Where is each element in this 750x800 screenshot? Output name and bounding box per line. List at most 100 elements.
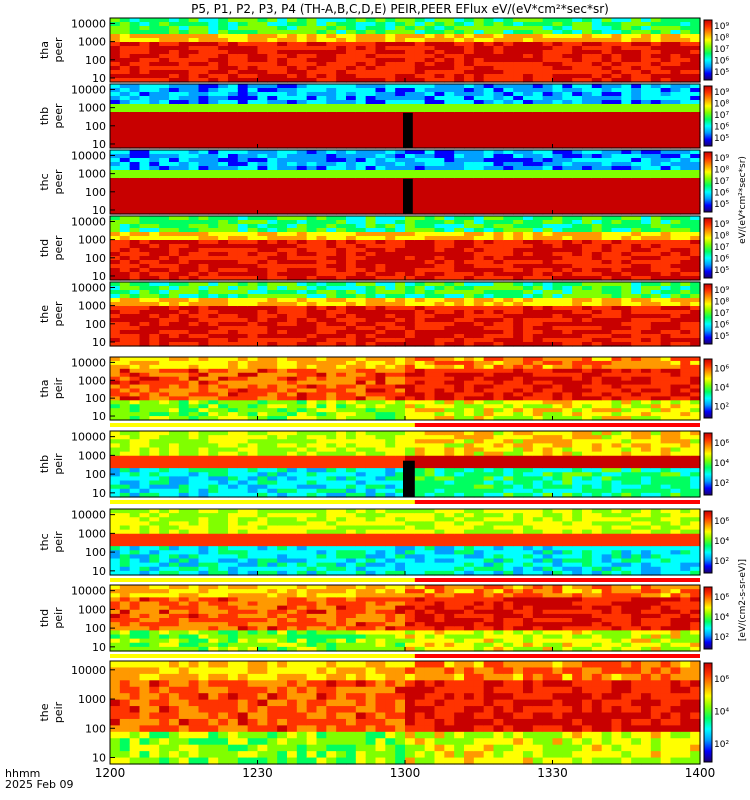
spectrogram-cell — [296, 30, 308, 35]
spectrogram-cell — [375, 182, 386, 187]
spectrogram-cell — [650, 276, 662, 281]
spectrogram-cell — [670, 124, 681, 129]
spectrogram-cell — [513, 310, 524, 315]
spectrogram-cell — [414, 170, 426, 175]
spectrogram-cell — [690, 294, 701, 299]
spectrogram-cell — [208, 282, 219, 287]
spectrogram-cell — [650, 22, 662, 27]
spectrogram-cell — [464, 240, 475, 245]
spectrogram-cell — [611, 108, 622, 113]
spectrogram-cell — [552, 104, 563, 109]
spectrogram-cell — [149, 306, 160, 311]
spectrogram-cell — [365, 150, 377, 155]
spectrogram-cell — [198, 34, 209, 39]
spectrogram-cell — [680, 276, 691, 281]
spectrogram-cell — [375, 38, 386, 43]
spectrogram-cell — [218, 248, 229, 253]
spectrogram-cell — [414, 84, 426, 89]
spectrogram-cell — [532, 18, 544, 23]
spectrogram-cell — [582, 264, 593, 269]
spectrogram-cell — [641, 236, 652, 241]
spectrogram-cell — [129, 166, 141, 171]
spectrogram-cell — [591, 198, 603, 203]
spectrogram-cell — [296, 92, 308, 97]
spectrogram-cell — [169, 182, 180, 187]
spectrogram-cell — [582, 276, 593, 281]
spectrogram-cell — [660, 46, 672, 51]
spectrogram-cell — [257, 252, 268, 257]
spectrogram-cell — [257, 92, 268, 97]
spectrogram-cell — [434, 158, 445, 163]
spectrogram-cell — [650, 50, 662, 55]
spectrogram-cell — [129, 92, 141, 97]
spectrogram-cell — [139, 268, 150, 273]
spectrogram-cell — [405, 74, 416, 79]
spectrogram-cell — [513, 194, 524, 199]
spectrogram-cell — [660, 282, 672, 287]
spectrogram-cell — [247, 202, 259, 207]
spectrogram-cell — [464, 62, 475, 67]
spectrogram-cell — [572, 136, 583, 141]
spectrogram-cell — [129, 314, 141, 319]
spectrogram-cell — [690, 92, 701, 97]
spectrogram-cell — [139, 166, 150, 171]
panel-product-label: peer — [52, 235, 65, 261]
spectrogram-cell — [503, 190, 514, 195]
spectrogram-cell — [355, 232, 367, 237]
spectrogram-cell — [493, 128, 504, 133]
spectrogram-cell — [582, 178, 593, 183]
spectrogram-cell — [326, 202, 337, 207]
spectrogram-cell — [188, 62, 200, 67]
spectrogram-cell — [385, 342, 396, 347]
spectrogram-cell — [110, 194, 121, 199]
spectrogram-cell — [631, 182, 642, 187]
spectrogram-cell — [237, 260, 249, 265]
spectrogram-cell — [159, 46, 170, 51]
spectrogram-cell — [621, 210, 632, 215]
spectrogram-cell — [149, 256, 160, 261]
spectrogram-cell — [601, 104, 613, 109]
spectrogram-cell — [188, 224, 200, 229]
spectrogram-cell — [483, 18, 495, 23]
spectrogram-cell — [473, 50, 485, 55]
spectrogram-cell — [444, 198, 455, 203]
spectrogram-cell — [513, 190, 524, 195]
spectrogram-cell — [414, 294, 426, 299]
spectrogram-cell — [395, 46, 406, 51]
spectrogram-cell — [365, 30, 377, 35]
spectrogram-cell — [523, 282, 534, 287]
spectrogram-cell — [247, 310, 259, 315]
spectrogram-cell — [267, 334, 278, 339]
spectrogram-cell — [591, 322, 603, 327]
spectrogram-cell — [385, 30, 396, 35]
spectrogram-cell — [552, 314, 563, 319]
spectrogram-cell — [287, 286, 298, 291]
spectrogram-cell — [473, 124, 485, 129]
spectrogram-cell — [542, 144, 554, 149]
spectrogram-cell — [405, 34, 416, 39]
spectrogram-cell — [680, 74, 691, 79]
spectrogram-cell — [670, 244, 681, 249]
spectrogram-cell — [464, 116, 475, 121]
spectrogram-cell — [473, 282, 485, 287]
spectrogram-cell — [424, 232, 436, 237]
spectrogram-cell — [139, 202, 150, 207]
spectrogram-cell — [493, 140, 504, 145]
spectrogram-cell — [110, 357, 121, 362]
spectrogram-cell — [385, 264, 396, 269]
spectrogram-cell — [365, 136, 377, 141]
spectrogram-cell — [473, 232, 485, 237]
spectrogram-cell — [503, 302, 514, 307]
spectrogram-cell — [198, 228, 209, 233]
spectrogram-cell — [218, 186, 229, 191]
spectrogram-cell — [159, 144, 170, 149]
spectrogram-cell — [257, 30, 268, 35]
spectrogram-cell — [139, 198, 150, 203]
spectrogram-cell — [621, 286, 632, 291]
spectrogram-cell — [650, 96, 662, 101]
spectrogram-cell — [552, 276, 563, 281]
spectrogram-cell — [178, 256, 190, 261]
spectrogram-cell — [218, 66, 229, 71]
spectrogram-cell — [237, 232, 249, 237]
spectrogram-cell — [208, 286, 219, 291]
